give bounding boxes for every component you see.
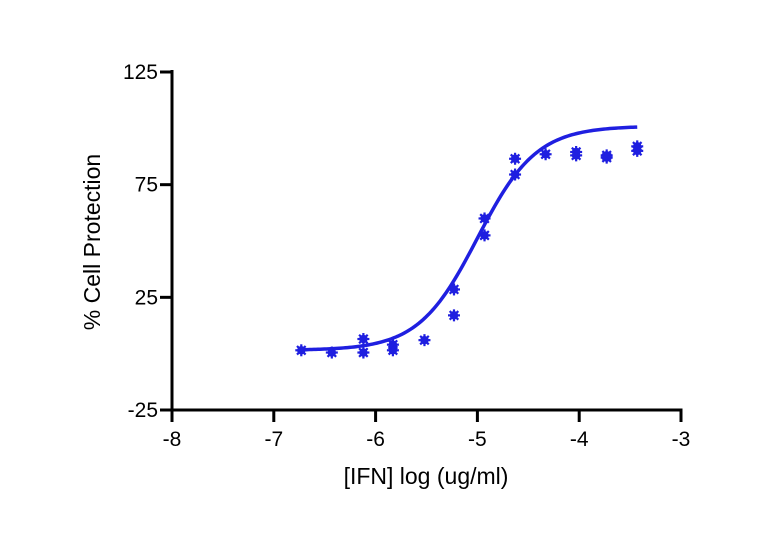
y-axis-title: % Cell Protection [79,154,105,330]
x-axis-title: [IFN] log (ug/ml) [344,463,509,489]
data-point [324,345,339,360]
x-tick-label: -5 [468,428,487,451]
data-point [599,148,614,163]
x-tick-label: -7 [264,428,283,451]
data-point [630,139,645,154]
data-point [446,308,462,323]
data-point [385,337,401,352]
data-point [356,331,371,347]
data-point [477,228,492,243]
data-point [294,343,309,358]
y-tick-label: -25 [128,399,158,422]
x-tick-label: -4 [570,428,589,451]
y-tick-label: 25 [135,286,158,309]
data-points-layer [294,139,645,360]
data-point [507,167,523,182]
y-tick-label: 125 [123,61,158,84]
fit-curve [301,125,638,352]
data-point [569,144,584,160]
data-point [507,151,523,166]
y-tick-label: 75 [135,174,158,197]
data-point [538,147,553,162]
x-tick-label: -8 [163,428,182,451]
fit-curve-layer [301,125,638,352]
x-tick-label: -3 [672,428,691,451]
axes: -25 25 75 125 -8 -7 -6 -5 -4 -3 [123,61,690,451]
data-point [446,282,462,297]
data-point [477,211,492,226]
data-point [417,333,432,348]
data-point [356,345,371,360]
x-tick-label: -6 [366,428,385,451]
